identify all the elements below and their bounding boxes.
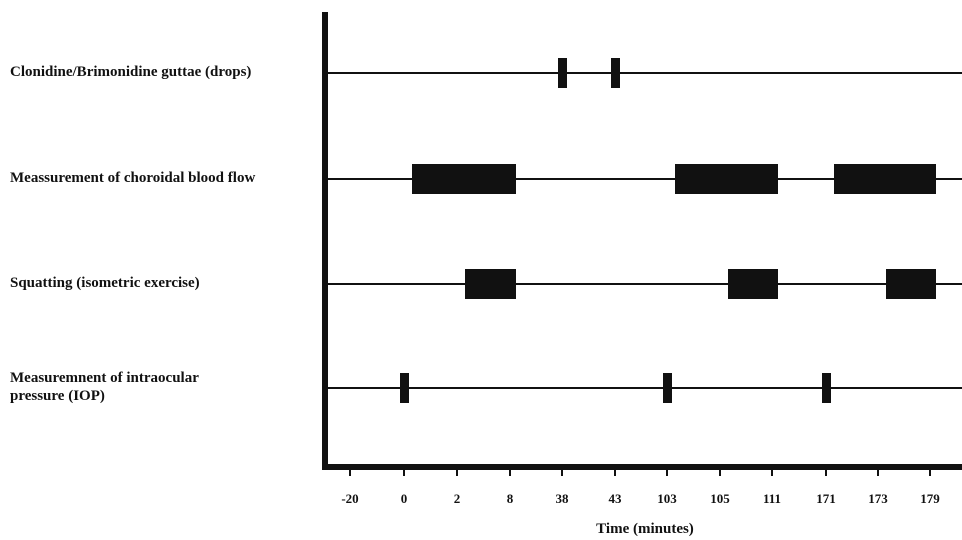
row-timeline-line <box>325 387 962 389</box>
row-label-line: Squatting (isometric exercise) <box>10 275 200 291</box>
x-tick-mark <box>509 470 511 476</box>
x-tick-mark <box>403 470 405 476</box>
activity-block <box>886 269 936 299</box>
x-tick-label: 43 <box>609 491 623 506</box>
activity-block <box>822 373 831 403</box>
x-tick-mark <box>929 470 931 476</box>
x-tick-mark <box>666 470 668 476</box>
x-tick-mark <box>456 470 458 476</box>
row-timeline-line <box>325 72 962 74</box>
activity-block <box>663 373 672 403</box>
x-tick-mark <box>771 470 773 476</box>
x-tick-label: -20 <box>341 491 358 506</box>
x-tick-label: 171 <box>816 491 836 506</box>
row-label-line: Measuremnent of intraocular <box>10 370 199 386</box>
x-tick-label: 103 <box>657 491 677 506</box>
x-tick-mark <box>825 470 827 476</box>
activity-block <box>558 58 567 88</box>
row-label-line: Meassurement of choroidal blood flow <box>10 170 256 186</box>
x-tick-label: 105 <box>710 491 730 506</box>
activity-block <box>728 269 778 299</box>
activity-block <box>412 164 516 194</box>
activity-block <box>400 373 409 403</box>
x-tick-label: 0 <box>401 491 408 506</box>
y-axis-line <box>322 12 328 470</box>
x-tick-label: 173 <box>868 491 888 506</box>
row-label: Meassurement of choroidal blood flow <box>10 169 255 187</box>
activity-block <box>611 58 620 88</box>
x-tick-mark <box>877 470 879 476</box>
x-tick-mark <box>719 470 721 476</box>
row-timeline-line <box>325 178 962 180</box>
x-axis-title: Time (minutes) <box>596 521 694 537</box>
row-label: Clonidine/Brimonidine guttae (drops) <box>10 63 251 81</box>
x-axis-line <box>322 464 962 470</box>
row-timeline-line <box>325 283 962 285</box>
x-tick-mark <box>561 470 563 476</box>
x-tick-label: 8 <box>507 491 514 506</box>
row-label: Squatting (isometric exercise) <box>10 274 200 292</box>
x-tick-label: 179 <box>920 491 940 506</box>
row-label: Measuremnent of intraocular pressure (IOP… <box>10 369 199 405</box>
row-label-line: Clonidine/Brimonidine guttae (drops) <box>10 64 252 80</box>
row-label-line: pressure (IOP) <box>10 388 105 404</box>
x-tick-label: 2 <box>454 491 461 506</box>
x-tick-mark <box>349 470 351 476</box>
x-tick-label: 111 <box>763 491 781 506</box>
x-tick-mark <box>614 470 616 476</box>
activity-block <box>465 269 516 299</box>
activity-block <box>834 164 936 194</box>
x-tick-label: 38 <box>556 491 570 506</box>
activity-block <box>675 164 778 194</box>
